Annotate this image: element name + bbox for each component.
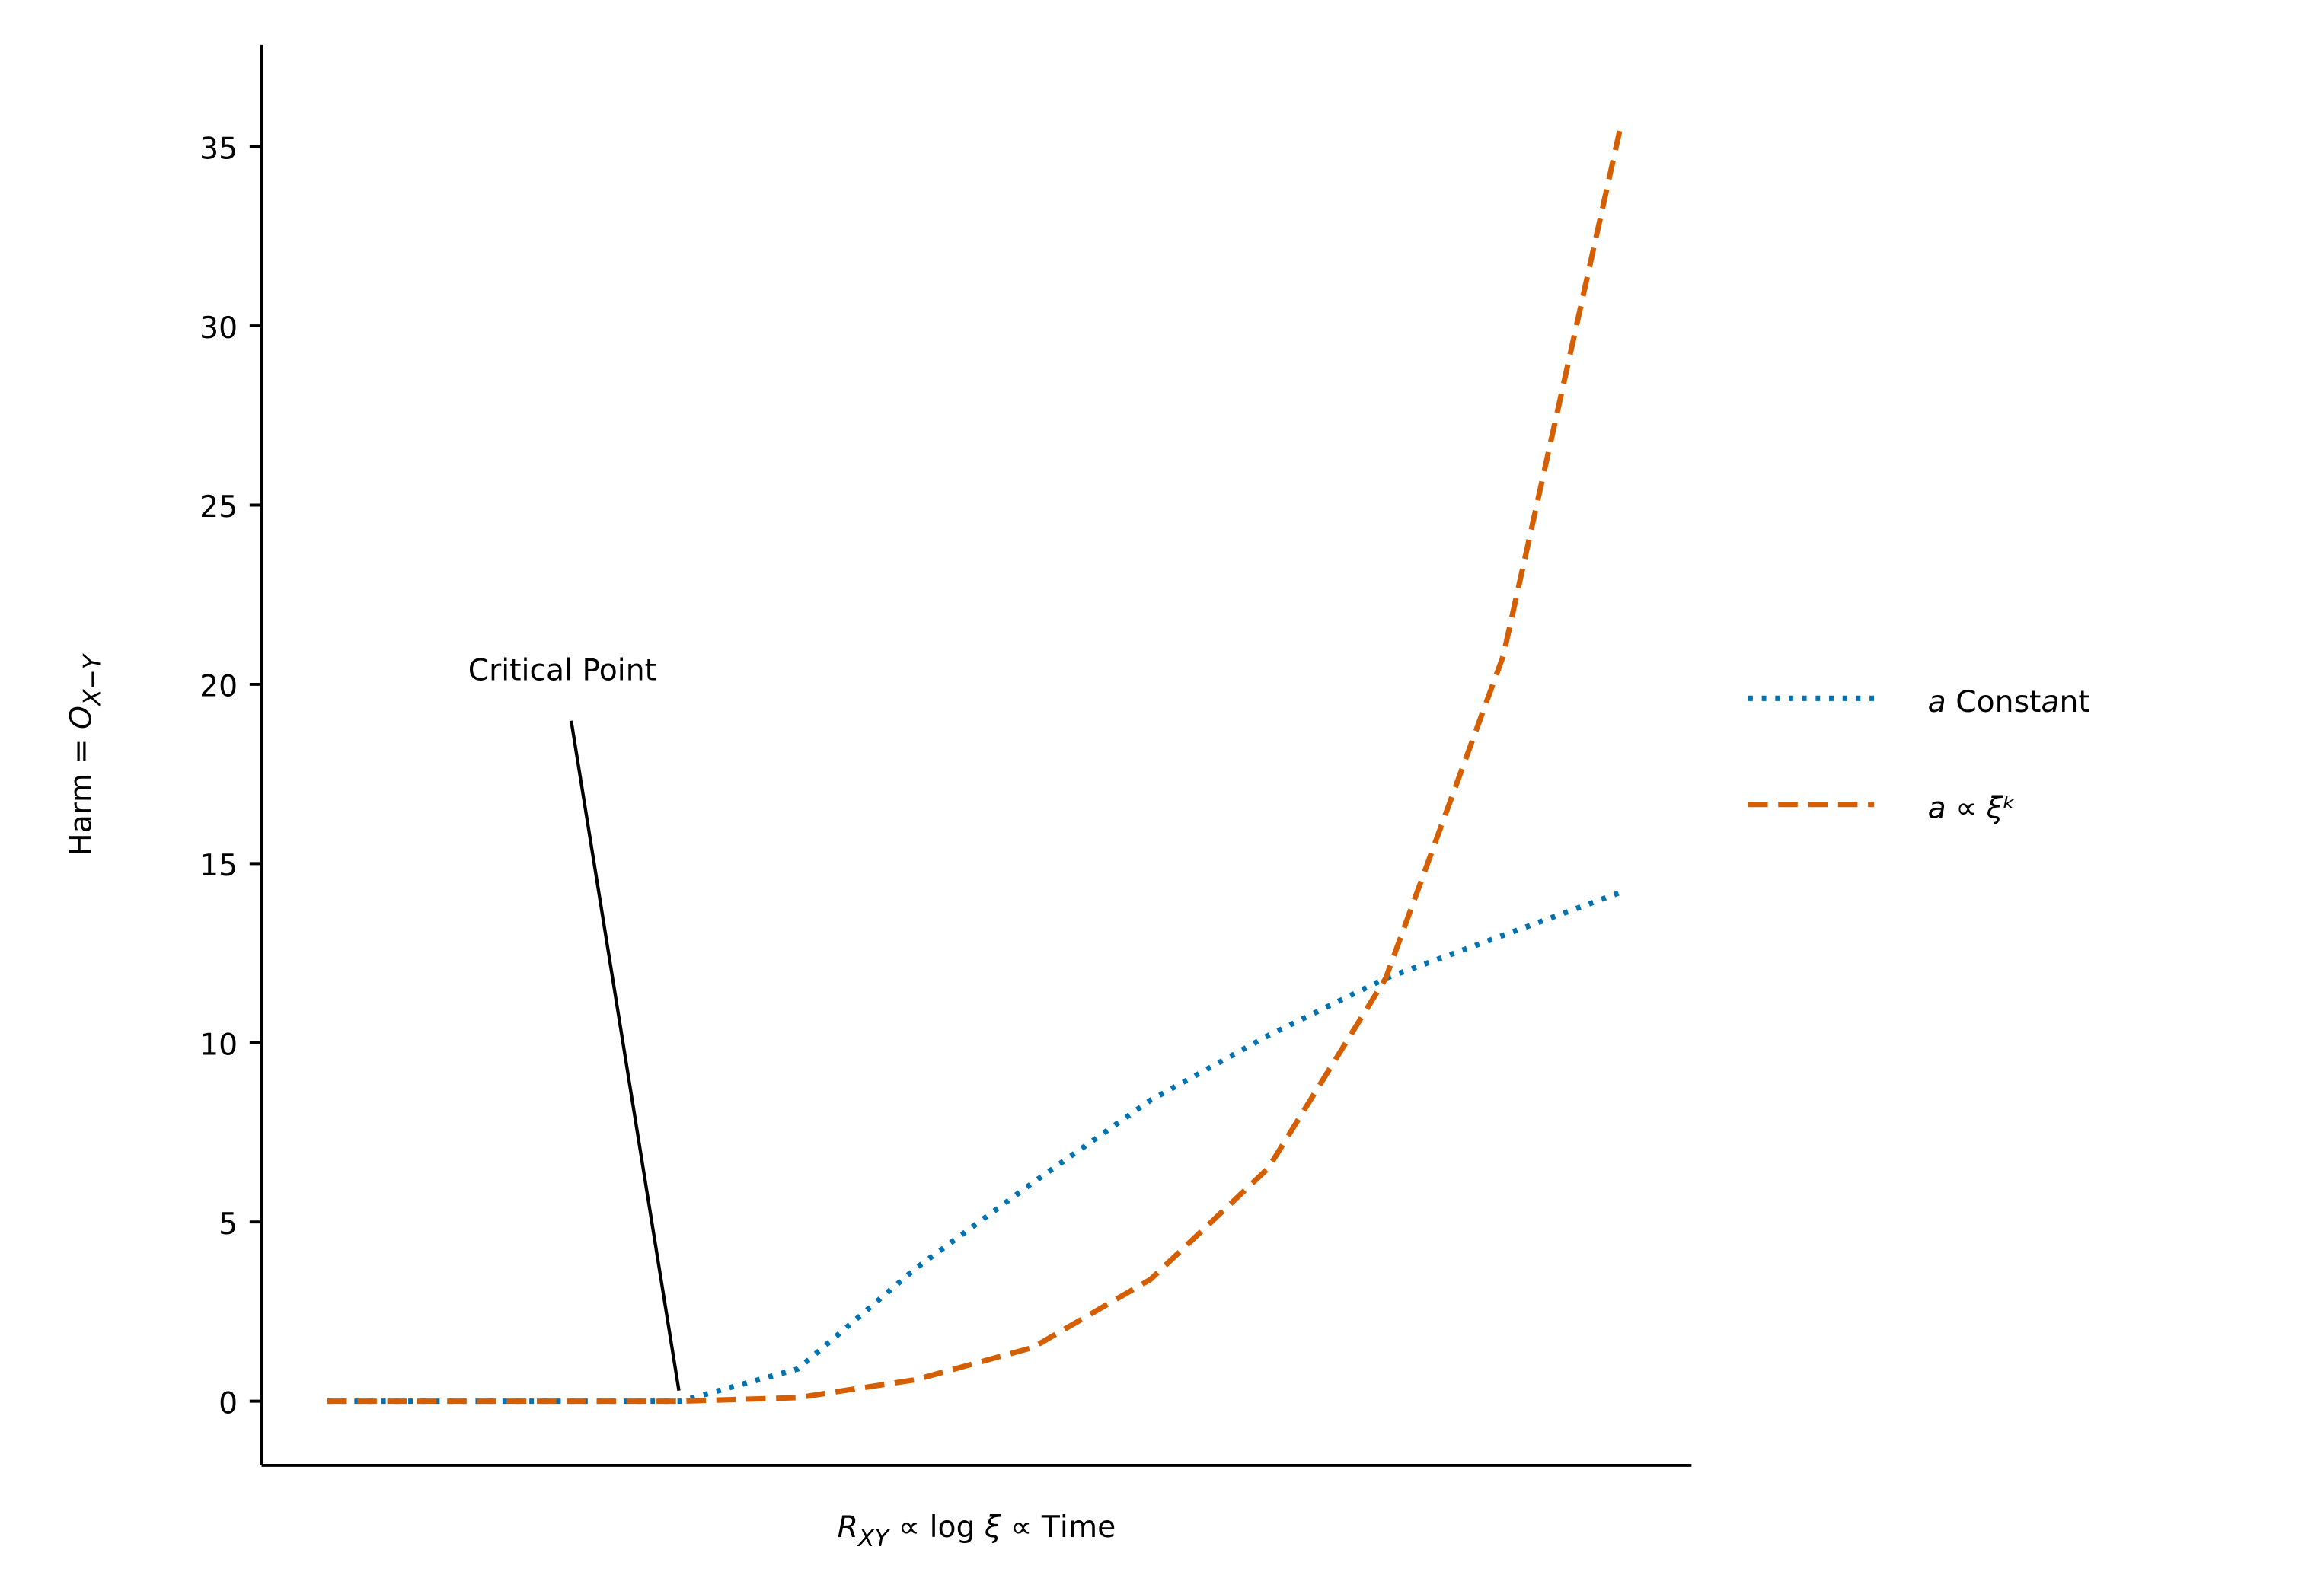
y-tick-label: 35: [200, 132, 238, 166]
annotation: Critical Point: [468, 654, 656, 688]
y-tick-label: 15: [200, 849, 238, 883]
y-tick-label: 30: [200, 311, 238, 346]
y-tick-label: 20: [200, 670, 238, 704]
y-tick-label: 5: [219, 1207, 238, 1242]
annotation-arrow: [570, 720, 681, 1392]
y-axis-label: Harm = OX−Y: [65, 652, 107, 856]
y-tick-label: 0: [219, 1386, 238, 1421]
x-axis-label: RXY ∝ log ξ ∝ Time: [838, 1510, 1116, 1552]
y-tick-label: 10: [200, 1028, 238, 1063]
legend-label: a ∝ ξᵏ: [1928, 791, 2016, 825]
series-line: [327, 124, 1624, 1405]
y-tick-label: 25: [200, 490, 238, 525]
legend-label: a Constant: [1928, 685, 2090, 719]
